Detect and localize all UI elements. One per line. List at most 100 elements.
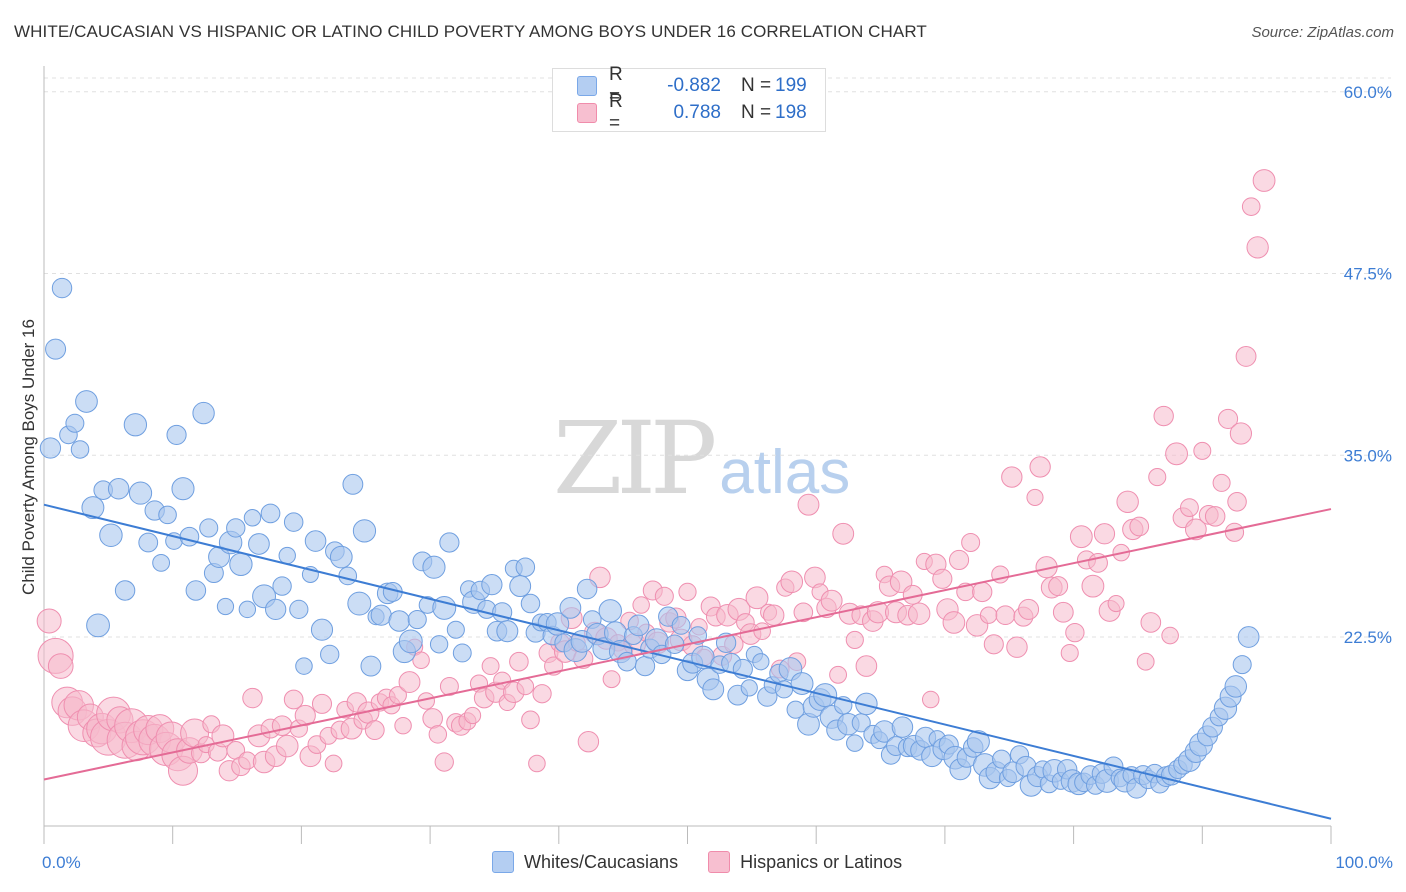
hispanic-point — [983, 634, 1004, 655]
white-point — [671, 615, 691, 635]
hispanic-point — [1001, 466, 1023, 488]
hispanic-points — [36, 169, 1276, 786]
hispanic-point — [763, 604, 785, 626]
hispanic-point — [972, 581, 993, 603]
hispanic-point — [1193, 441, 1212, 460]
white-point — [429, 635, 449, 654]
hispanic-point — [1029, 456, 1051, 478]
hispanic-point — [1227, 492, 1247, 512]
hispanic-point — [1212, 473, 1231, 492]
white-point — [452, 643, 472, 663]
hispanic-point — [1184, 518, 1207, 541]
white-point — [216, 597, 235, 616]
hispanic-point — [907, 602, 931, 625]
correlation-legend: R = -0.882 N = 199 R = 0.788 N = 198 — [552, 64, 826, 134]
hispanic-point — [1065, 622, 1085, 643]
hispanic-point — [1069, 525, 1093, 549]
hispanic-point — [1224, 522, 1245, 542]
hispanic-point — [1018, 598, 1040, 620]
hispanic-point — [1180, 498, 1199, 518]
white-point — [1232, 655, 1252, 675]
white-point — [304, 530, 327, 552]
legend-n-label: N = — [741, 75, 772, 96]
hispanic-point — [948, 549, 970, 571]
hispanic-point — [632, 596, 650, 614]
hispanic-point — [1235, 345, 1257, 367]
white-trend-line — [43, 503, 1332, 820]
white-point — [627, 614, 650, 637]
white-point — [740, 679, 758, 697]
legend-swatch-white — [492, 851, 514, 873]
white-point — [65, 413, 85, 433]
white-point — [75, 390, 98, 413]
hispanic-point — [678, 582, 697, 602]
hispanic-point — [780, 570, 804, 594]
white-point — [320, 644, 340, 665]
chart-title: WHITE/CAUCASIAN VS HISPANIC OR LATINO CH… — [14, 22, 927, 41]
hispanic-point — [654, 586, 674, 606]
white-point — [576, 578, 598, 600]
white-point — [179, 526, 200, 547]
legend-item-hispanic[interactable]: Hispanics or Latinos — [708, 851, 902, 873]
white-point — [1237, 626, 1260, 648]
tick-labels: 22.5% 35.0% 47.5% 60.0% 0.0% 100.0% — [42, 83, 1393, 872]
white-point — [243, 509, 262, 527]
white-point — [185, 580, 207, 601]
white-point — [265, 598, 287, 621]
hispanic-point — [1116, 490, 1139, 514]
hispanic-point — [979, 606, 998, 624]
white-points — [39, 277, 1260, 799]
hispanic-point — [509, 651, 529, 672]
legend-n-value: 198 — [775, 102, 807, 123]
white-point — [342, 473, 364, 495]
hispanic-point — [1081, 574, 1105, 598]
hispanic-point — [1165, 442, 1188, 466]
hispanic-point — [398, 671, 421, 694]
white-point — [702, 678, 725, 701]
watermark-sub: atlas — [719, 438, 851, 507]
white-point — [295, 657, 313, 675]
y-tick-label: 35.0% — [1344, 446, 1392, 465]
hispanic-point — [434, 752, 454, 772]
hispanic-point — [961, 533, 981, 552]
hispanic-point — [1241, 197, 1261, 216]
white-point — [446, 620, 465, 639]
white-point — [123, 413, 148, 437]
white-point — [278, 546, 296, 565]
white-point — [520, 593, 541, 614]
white-point — [407, 609, 427, 630]
hispanic-point — [311, 693, 333, 714]
hispanic-point — [528, 754, 546, 773]
white-point — [559, 597, 582, 619]
white-point — [481, 574, 503, 596]
white-point — [891, 716, 914, 738]
hispanic-point — [275, 734, 299, 758]
hispanic-point — [832, 522, 855, 545]
legend-swatch-white — [577, 76, 597, 96]
white-point — [192, 401, 215, 425]
white-point — [310, 618, 334, 641]
hispanic-point — [942, 611, 966, 634]
hispanic-point — [753, 622, 771, 641]
hispanic-point — [921, 690, 940, 709]
white-point — [152, 553, 171, 572]
white-point — [238, 600, 257, 619]
white-point — [664, 634, 685, 655]
hispanic-point — [1246, 236, 1269, 259]
hispanic-point — [1136, 652, 1155, 671]
white-point — [598, 599, 622, 623]
white-point — [51, 277, 73, 299]
white-point — [496, 620, 519, 643]
hispanic-point — [1107, 595, 1125, 613]
hispanic-point — [47, 653, 74, 679]
white-point — [166, 424, 187, 445]
legend-item-white[interactable]: Whites/Caucasians — [492, 851, 678, 873]
hispanic-point — [532, 684, 552, 704]
x-tick-label: 100.0% — [1335, 853, 1393, 872]
hispanic-point — [463, 706, 482, 725]
white-point — [439, 532, 460, 553]
hispanic-point — [283, 689, 304, 710]
source-label: Source: ZipAtlas.com — [1251, 24, 1394, 41]
white-point — [114, 580, 136, 601]
hispanic-point — [412, 651, 430, 670]
